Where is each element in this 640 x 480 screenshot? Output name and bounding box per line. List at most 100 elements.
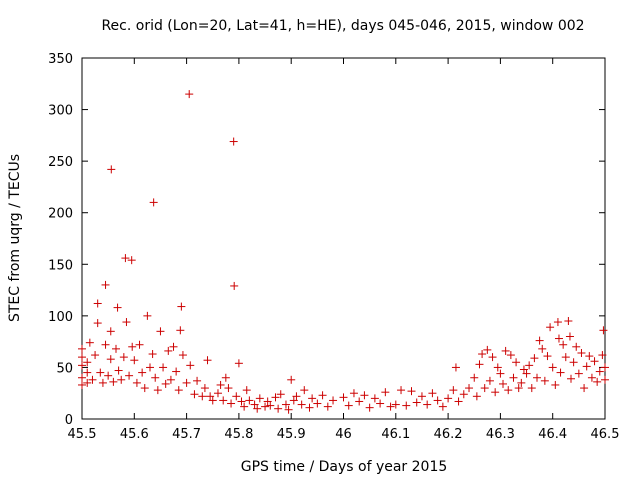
y-tick-label: 0 <box>65 413 73 428</box>
data-point <box>533 373 542 382</box>
data-point <box>237 397 246 406</box>
data-point <box>525 361 534 370</box>
data-point <box>93 299 102 308</box>
y-tick-label: 250 <box>48 155 73 170</box>
data-points <box>78 90 609 414</box>
data-point <box>428 389 437 398</box>
data-point <box>93 319 102 328</box>
data-point <box>240 402 249 411</box>
data-point <box>349 389 358 398</box>
data-point <box>472 392 481 401</box>
data-point <box>128 342 137 351</box>
data-point <box>543 352 552 361</box>
data-point <box>113 303 122 312</box>
chart-title: Rec. orid (Lon=20, Lat=41, h=HE), days 0… <box>101 18 584 34</box>
data-point <box>501 346 510 355</box>
data-point <box>182 378 191 387</box>
data-point <box>538 344 547 353</box>
y-tick-label: 200 <box>48 207 73 222</box>
x-tick-label: 46.5 <box>591 427 620 442</box>
data-point <box>556 368 565 377</box>
data-point <box>186 361 195 370</box>
data-point <box>78 344 86 353</box>
data-point <box>109 377 118 386</box>
data-point <box>138 368 147 377</box>
data-point <box>132 378 141 387</box>
data-point <box>78 353 86 362</box>
data-point <box>208 396 217 405</box>
x-tick-label: 46 <box>335 427 352 442</box>
data-point <box>449 386 458 395</box>
data-point <box>83 358 92 367</box>
data-point <box>140 384 149 393</box>
data-point <box>564 317 573 326</box>
data-point <box>554 334 563 343</box>
data-point <box>601 375 609 384</box>
data-point <box>454 397 463 406</box>
data-point <box>527 384 536 393</box>
data-point <box>106 327 115 336</box>
data-point <box>261 402 270 411</box>
data-point <box>514 384 523 393</box>
data-point <box>234 359 243 368</box>
data-point <box>572 342 581 351</box>
data-point <box>601 363 609 372</box>
data-point <box>125 371 134 380</box>
data-point <box>344 401 353 410</box>
data-point <box>391 400 400 409</box>
data-point <box>164 346 173 355</box>
data-point <box>590 357 599 366</box>
plot-border <box>81 57 606 420</box>
x-axis-label: GPS time / Days of year 2015 <box>241 459 448 475</box>
data-point <box>407 387 416 396</box>
data-point <box>559 340 568 349</box>
data-point <box>119 353 128 362</box>
data-point <box>227 399 236 408</box>
data-point <box>386 402 395 411</box>
data-point <box>83 368 92 377</box>
data-point <box>78 373 86 382</box>
data-point <box>245 396 254 405</box>
x-tick-label: 45.8 <box>224 427 253 442</box>
data-point <box>98 378 107 387</box>
data-point <box>370 394 379 403</box>
data-point <box>149 198 158 207</box>
data-point <box>593 377 602 386</box>
data-point <box>509 373 518 382</box>
data-point <box>496 369 505 378</box>
data-point <box>117 375 126 384</box>
data-point <box>78 361 86 370</box>
data-point <box>111 344 120 353</box>
data-point <box>417 392 426 401</box>
data-point <box>213 389 222 398</box>
data-point <box>114 366 123 375</box>
data-point <box>96 368 105 377</box>
data-point <box>459 390 468 399</box>
data-point <box>121 254 130 263</box>
data-point <box>83 378 92 387</box>
data-point <box>153 386 162 395</box>
data-point <box>323 402 332 411</box>
data-point <box>580 384 589 393</box>
data-point <box>305 403 314 412</box>
data-point <box>565 332 574 341</box>
x-tick-label: 45.5 <box>68 427 97 442</box>
data-point <box>546 323 555 332</box>
data-point <box>135 340 144 349</box>
data-point <box>355 397 364 406</box>
data-point <box>517 378 526 387</box>
data-point <box>470 373 479 382</box>
y-tick-label: 100 <box>48 310 73 325</box>
data-point <box>595 367 604 376</box>
x-axis-ticks: 45.5 45.6 45.7 45.8 45.9 46 46.1 46.2 46.3 46.4 46… <box>68 58 620 442</box>
data-point <box>232 392 241 401</box>
data-point <box>127 256 136 265</box>
data-point <box>365 403 374 412</box>
y-tick-label: 300 <box>48 104 73 119</box>
data-point <box>360 391 369 400</box>
data-point <box>491 388 500 397</box>
y-axis-ticks: 0 50 100 150 200 250 300 350 <box>48 52 605 428</box>
data-point <box>598 351 607 360</box>
data-point <box>300 386 309 395</box>
data-point <box>504 386 513 395</box>
